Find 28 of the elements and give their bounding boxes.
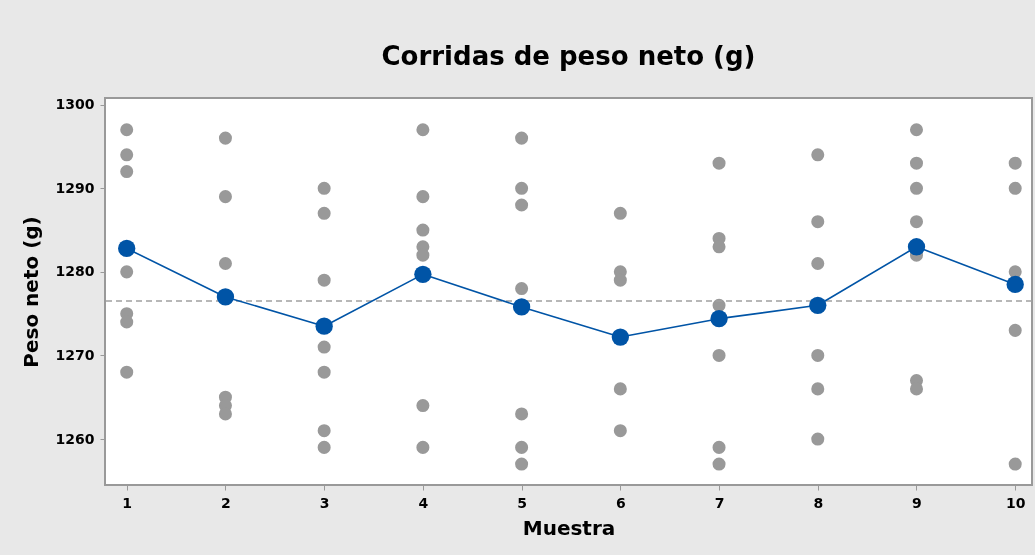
y-tick-label: 1300: [55, 96, 95, 113]
x-tick-label: 8: [813, 494, 824, 511]
x-axis-title: Muestra: [522, 515, 616, 540]
point: [907, 238, 926, 256]
x-tick-label: 9: [912, 494, 922, 511]
x-tick-label: 2: [221, 494, 231, 511]
point: [414, 265, 432, 284]
chart-title: Corridas de peso neto (g): [381, 40, 756, 71]
x-tick-label: 7: [714, 494, 725, 511]
x-tick-label: 1: [122, 494, 133, 511]
y-tick-label: 1260: [55, 430, 95, 447]
y-axis-title: Peso neto (g): [18, 216, 43, 368]
point: [315, 317, 333, 335]
point: [611, 328, 629, 346]
x-tick-label: 5: [517, 494, 527, 511]
point: [512, 298, 531, 316]
point: [118, 239, 136, 258]
point: [710, 310, 728, 328]
x-tick-label: 6: [615, 494, 626, 511]
x-tick-label: 10: [1005, 494, 1026, 511]
y-tick-label: 1290: [55, 179, 95, 196]
y-tick-label: 1280: [55, 263, 95, 280]
point: [216, 288, 235, 306]
x-tick-label: 4: [418, 494, 429, 511]
point: [809, 296, 827, 314]
x-tick-label: 3: [319, 494, 330, 511]
point: [1006, 275, 1024, 294]
y-tick-label: 1270: [55, 346, 95, 363]
